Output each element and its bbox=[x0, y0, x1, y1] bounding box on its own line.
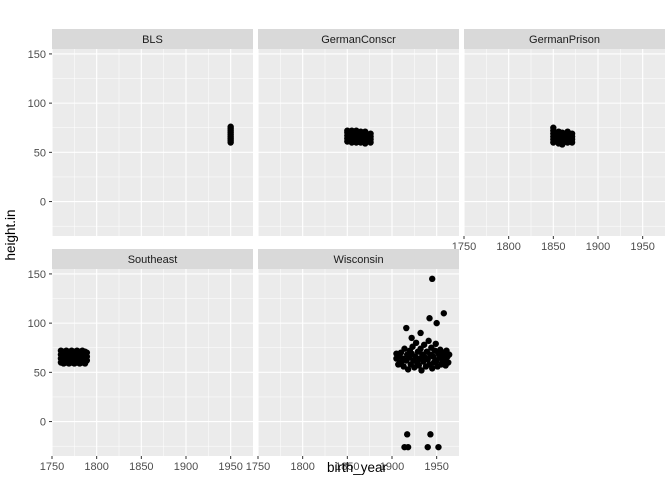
x-tick-label: 1950 bbox=[630, 241, 654, 253]
data-point bbox=[83, 349, 91, 356]
facet-panels: BLS 0 50 100 150 GermanConscr GermanPrison 1750… bbox=[28, 29, 665, 473]
y-tick-label: 50 bbox=[34, 367, 46, 379]
x-tick-label: 1950 bbox=[424, 461, 448, 473]
data-points-germanprison bbox=[550, 124, 576, 148]
data-point bbox=[403, 324, 410, 332]
data-point bbox=[550, 124, 557, 131]
x-tick-label: 1750 bbox=[40, 461, 64, 473]
panel-background bbox=[52, 49, 253, 236]
data-point bbox=[417, 329, 424, 337]
facet-panel-bls: BLS 0 50 100 150 bbox=[28, 29, 253, 236]
facet-strip-label: GermanPrison bbox=[529, 34, 600, 46]
data-point bbox=[429, 275, 436, 283]
data-point bbox=[445, 359, 452, 366]
x-tick-label: 1900 bbox=[380, 461, 404, 473]
facet-strip-label: Wisconsin bbox=[333, 254, 383, 266]
y-tick-label: 150 bbox=[28, 269, 46, 281]
data-point bbox=[440, 310, 448, 317]
data-point bbox=[412, 339, 420, 347]
data-points-germanconscr bbox=[344, 127, 374, 147]
data-point bbox=[424, 443, 431, 451]
facet-strip-southeast bbox=[52, 249, 253, 269]
x-tick-label: 1900 bbox=[586, 241, 610, 253]
data-point bbox=[435, 443, 442, 451]
facet-strip-germanconscr bbox=[258, 29, 459, 49]
data-point bbox=[401, 345, 408, 352]
data-point bbox=[362, 128, 369, 135]
facet-strip-label: GermanConscr bbox=[321, 34, 396, 46]
data-point bbox=[408, 334, 415, 342]
data-points-wisconsin bbox=[393, 275, 453, 451]
data-point bbox=[427, 431, 434, 438]
y-tick-label: 50 bbox=[34, 147, 46, 159]
data-point bbox=[433, 319, 440, 327]
y-tick-label: 0 bbox=[40, 197, 46, 209]
x-tick-label: 1800 bbox=[496, 241, 520, 253]
data-point bbox=[568, 130, 576, 137]
facet-strip-bls bbox=[52, 29, 253, 49]
x-tick-label: 1850 bbox=[335, 461, 359, 473]
facet-strip-label: Southeast bbox=[128, 254, 178, 266]
x-tick-label: 1850 bbox=[129, 461, 153, 473]
facet-panel-germanconscr: GermanConscr bbox=[257, 29, 459, 236]
data-point bbox=[425, 337, 432, 345]
data-points-bls bbox=[227, 123, 234, 146]
x-tick-label: 1800 bbox=[84, 461, 108, 473]
y-tick-label: 100 bbox=[28, 98, 46, 110]
x-tick-label: 1900 bbox=[174, 461, 198, 473]
data-point bbox=[429, 365, 436, 372]
data-point bbox=[227, 123, 234, 130]
y-tick-label: 0 bbox=[40, 417, 46, 429]
data-point bbox=[420, 341, 428, 348]
x-axis-title: birth_year bbox=[327, 460, 388, 475]
data-point bbox=[418, 367, 425, 374]
data-point bbox=[445, 351, 453, 358]
data-point bbox=[415, 362, 422, 369]
data-point bbox=[426, 315, 433, 322]
y-tick-label: 100 bbox=[28, 318, 46, 330]
facet-panel-southeast: Southeast 1750 1800 1850 1900 1950 0 50 100 150 bbox=[28, 249, 253, 473]
y-tick-label: 150 bbox=[28, 49, 46, 61]
data-point bbox=[424, 356, 431, 363]
data-point bbox=[367, 130, 374, 137]
x-tick-label: 1750 bbox=[246, 461, 270, 473]
data-point bbox=[404, 366, 412, 373]
x-tick-label: 1850 bbox=[541, 241, 565, 253]
data-point bbox=[432, 340, 439, 347]
data-point bbox=[404, 443, 412, 451]
y-axis-title: height.in bbox=[3, 209, 18, 260]
facet-panel-wisconsin: Wisconsin 1750 1800 1850 1900 1950 bbox=[246, 249, 459, 473]
x-tick-label: 1800 bbox=[290, 461, 314, 473]
data-point bbox=[403, 431, 411, 438]
data-points-southeast bbox=[57, 347, 91, 367]
facet-strip-label: BLS bbox=[142, 34, 163, 46]
facet-strip-wisconsin bbox=[258, 249, 459, 269]
facet-strip-germanprison bbox=[464, 29, 665, 49]
x-tick-label: 1950 bbox=[218, 461, 242, 473]
data-point bbox=[559, 129, 566, 136]
